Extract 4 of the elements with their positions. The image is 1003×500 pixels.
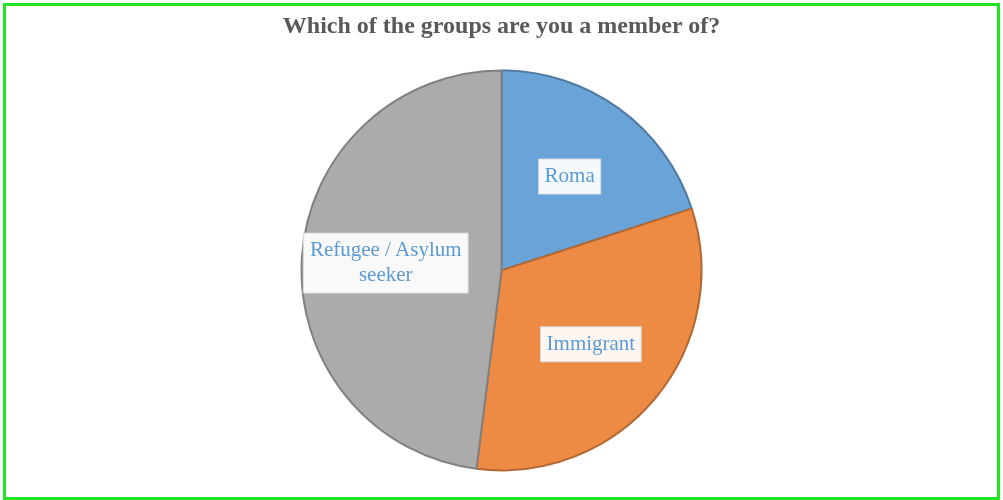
slice-label: Refugee / Asylum seeker xyxy=(309,237,462,287)
slice-label: Immigrant xyxy=(546,330,636,355)
chart-title: Which of the groups are you a member of? xyxy=(282,11,721,38)
slice-label: Roma xyxy=(544,163,596,188)
